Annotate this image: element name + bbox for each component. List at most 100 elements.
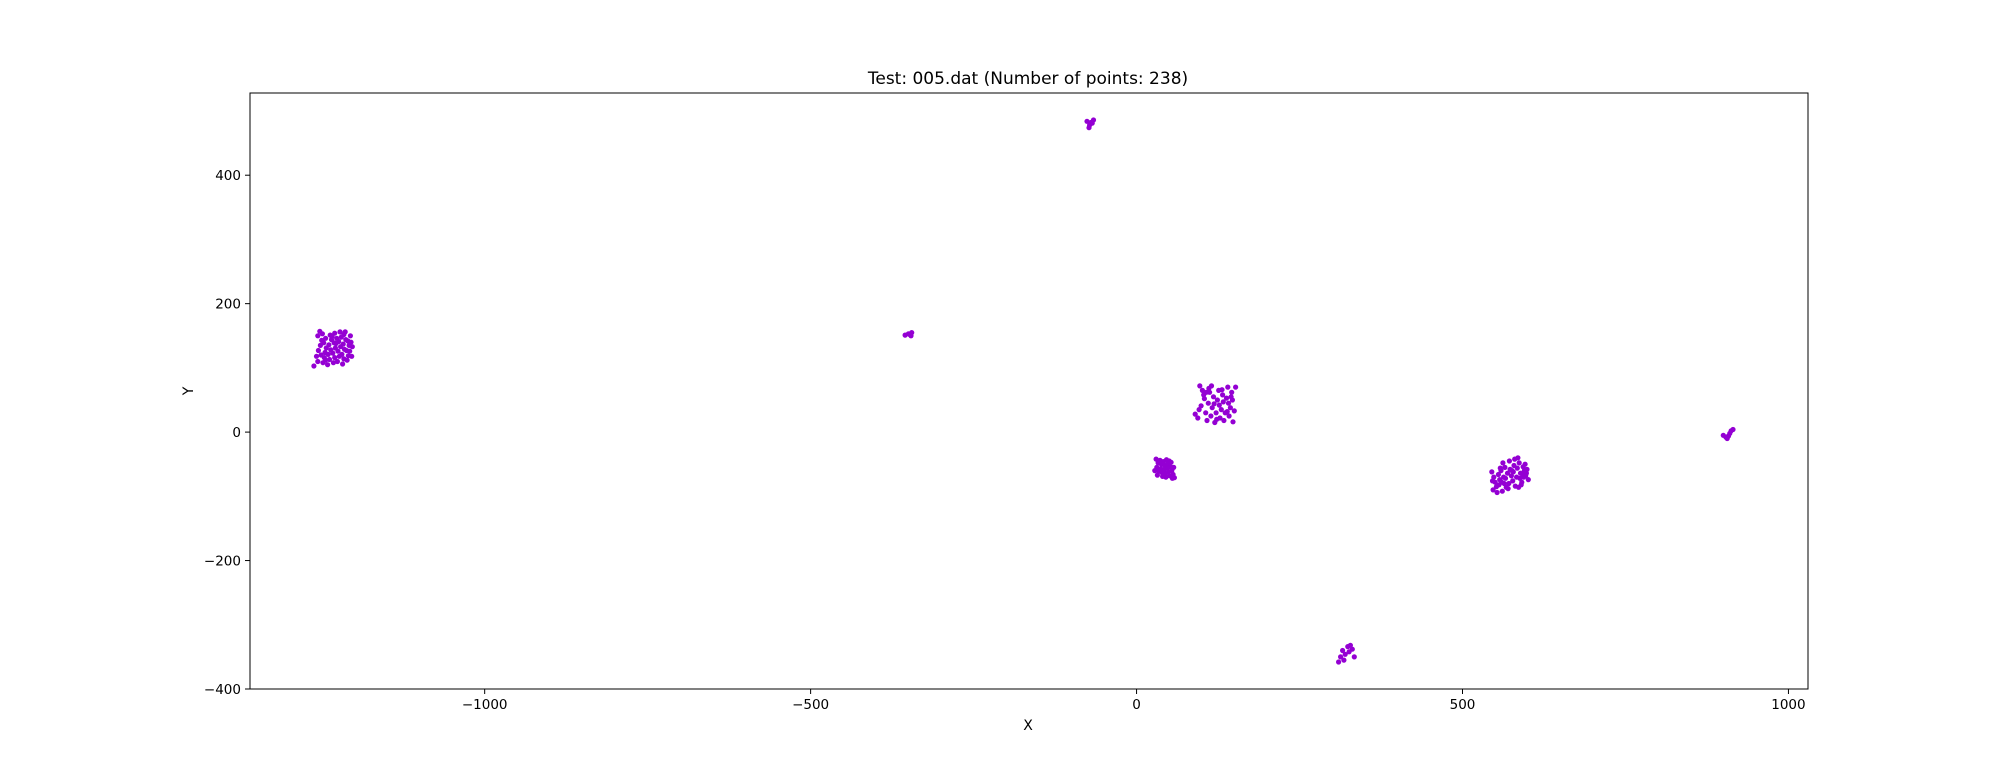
data-point [1226, 413, 1232, 419]
data-point [1214, 416, 1220, 422]
data-point [323, 357, 329, 363]
data-point [1724, 435, 1730, 442]
data-point [1089, 120, 1095, 126]
data-point [1205, 400, 1211, 406]
data-point [329, 333, 335, 339]
data-points [311, 117, 1736, 665]
data-point [330, 350, 336, 356]
data-point [1211, 401, 1217, 407]
data-point [1501, 480, 1507, 487]
data-point [1154, 472, 1160, 478]
data-point [344, 357, 350, 363]
data-point [332, 355, 338, 361]
x-tick-label: 500 [1450, 697, 1476, 713]
data-point [347, 333, 353, 339]
x-axis-label: X [1023, 718, 1033, 734]
y-tick-label: 200 [215, 297, 241, 313]
x-axis-ticks: −1000 −500 0 500 1000 [462, 689, 1806, 713]
data-point [325, 362, 331, 368]
data-point [347, 348, 353, 354]
chart-title: Test: 005.dat (Number of points: 238) [867, 69, 1188, 89]
data-point [1208, 413, 1214, 419]
data-point [1214, 397, 1220, 403]
data-point [321, 340, 327, 346]
x-tick-label: 1000 [1771, 697, 1805, 713]
data-point [334, 358, 340, 365]
data-point [340, 361, 346, 367]
data-point [342, 329, 348, 335]
data-point [1231, 408, 1237, 414]
data-point [1489, 478, 1496, 484]
data-point [1490, 487, 1496, 493]
data-point [1204, 417, 1210, 424]
data-point [315, 358, 321, 365]
data-point [1152, 468, 1158, 474]
data-point [1208, 383, 1215, 389]
data-point [1521, 474, 1527, 480]
data-point [1220, 392, 1226, 398]
plot-area-frame [249, 92, 1809, 690]
data-point [1346, 649, 1352, 655]
data-point [1351, 654, 1357, 660]
data-point [1502, 475, 1509, 481]
data-point [1195, 415, 1201, 421]
data-point [1341, 657, 1347, 663]
data-point [907, 331, 913, 338]
data-point [1171, 464, 1177, 470]
data-point [1220, 399, 1226, 405]
data-point [1219, 387, 1225, 393]
data-point [1218, 407, 1224, 413]
data-point [1160, 473, 1166, 479]
data-point [323, 335, 329, 341]
data-point [330, 360, 336, 366]
data-point [340, 341, 346, 347]
data-point [1497, 465, 1503, 471]
data-point [1499, 488, 1505, 494]
data-point [1504, 470, 1511, 476]
data-point [1505, 486, 1511, 492]
data-point [315, 333, 321, 339]
data-point [339, 351, 345, 357]
data-point [1203, 410, 1209, 416]
data-point [315, 347, 321, 354]
data-point [1210, 394, 1217, 400]
data-point [1086, 125, 1092, 131]
data-point [1338, 654, 1344, 660]
data-point [319, 331, 325, 337]
data-point [1510, 478, 1516, 484]
x-tick-label: −1000 [462, 697, 508, 713]
data-point [1209, 405, 1215, 411]
data-point [1514, 465, 1520, 471]
data-point [313, 353, 320, 359]
data-point [326, 356, 333, 363]
data-point [1221, 417, 1227, 424]
data-point [348, 339, 354, 345]
data-point [1229, 389, 1235, 395]
data-point [1523, 470, 1529, 476]
data-point [1213, 410, 1219, 416]
data-point [1347, 642, 1353, 648]
data-point [335, 348, 341, 354]
data-point [1340, 647, 1346, 654]
data-point [1225, 384, 1231, 390]
data-point [1506, 458, 1512, 464]
data-point [1509, 468, 1515, 474]
data-point [1166, 458, 1172, 464]
data-point [1517, 475, 1523, 481]
data-point [1227, 405, 1233, 411]
data-point [311, 363, 317, 369]
data-point [1730, 426, 1736, 433]
data-point [1216, 402, 1222, 408]
data-point [1516, 460, 1522, 466]
y-axis-ticks: −400 −200 0 200 400 [204, 168, 250, 698]
data-point [1199, 387, 1205, 393]
data-point [318, 352, 324, 358]
data-point [1506, 480, 1512, 487]
y-tick-label: −400 [204, 682, 241, 698]
y-tick-label: 0 [232, 425, 241, 441]
x-tick-label: 0 [1132, 697, 1141, 713]
data-point [326, 342, 332, 348]
data-point [1230, 419, 1236, 425]
y-tick-label: 400 [215, 168, 241, 184]
